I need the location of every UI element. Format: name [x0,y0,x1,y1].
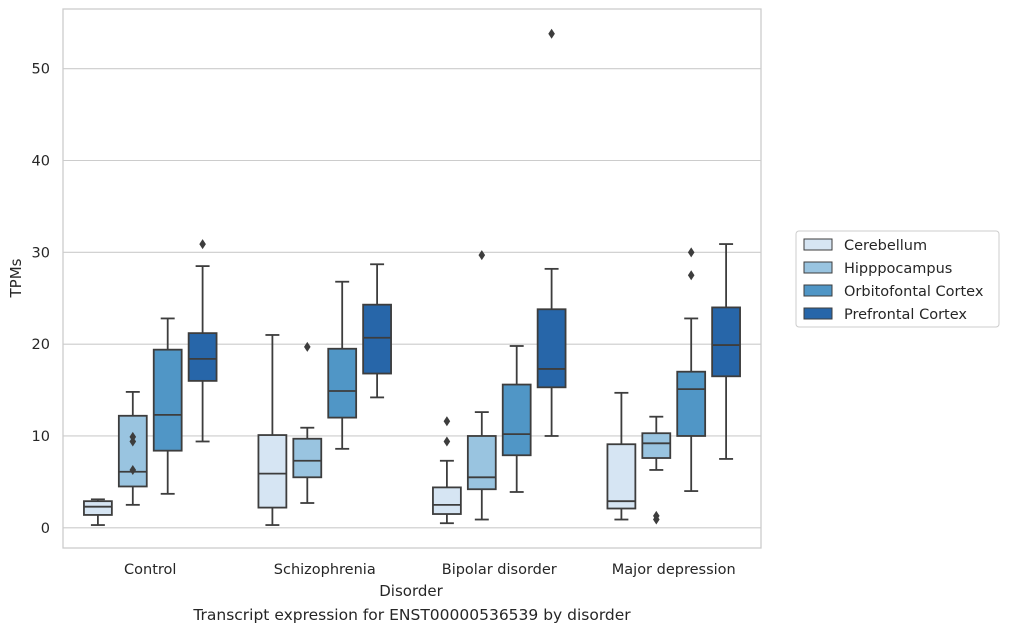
box-body [292,437,323,479]
box-series [83,28,741,526]
box-orbitofontal-cortex [327,280,358,450]
legend-swatch [803,261,833,274]
legend-swatch [803,284,833,297]
legend-swatch [803,307,833,320]
box-body [152,348,183,452]
outlier-point [478,250,486,261]
y-axis-label: TPMs [7,258,25,298]
legend-label: Orbitofontal Cortex [844,284,984,300]
x-axis-label: Disorder [379,582,443,600]
box-prefrontal-cortex [711,243,741,460]
box-body [432,486,462,515]
x-tick-label: Major depression [612,562,736,578]
box-body [362,303,392,375]
box-cerebellum [606,391,637,521]
box-hipppocampus [292,341,323,504]
outlier-point [199,239,206,250]
box-body [466,435,497,491]
y-tick-labels: 0 10 20 30 40 50 [32,62,50,537]
plot-frame [62,8,762,549]
y-tick-label: 0 [41,521,50,537]
box-orbitofontal-cortex [152,317,183,495]
x-tick-labels: Control Schizophrenia Bipolar disorder Majo… [124,562,736,578]
box-body [327,347,358,419]
x-tick-label: Control [124,562,176,578]
x-tick-label: Bipolar disorder [442,562,557,578]
box-body [83,500,113,516]
legend-label: Prefrontal Cortex [844,307,967,323]
box-body [676,370,707,437]
outlier-point [129,431,137,442]
outlier-point [443,436,451,447]
y-tick-label: 10 [32,429,50,445]
box-body [501,383,532,457]
legend-label: Hipppocampus [844,261,952,277]
box-prefrontal-cortex [187,239,218,443]
y-tick-label: 50 [32,62,50,78]
x-tick-label: Schizophrenia [274,562,376,578]
box-orbitofontal-cortex [676,247,707,492]
outlier-point [304,341,311,352]
legend-label: Cerebellum [844,238,927,254]
box-orbitofontal-cortex [501,345,532,493]
y-tick-label: 40 [32,154,50,170]
outlier-point [548,28,555,39]
box-body [117,414,148,488]
box-cerebellum [432,416,462,525]
box-body [641,432,672,459]
legend-box [795,230,1000,328]
box-body [711,306,741,378]
y-tick-label: 30 [32,245,50,261]
legend-swatch [803,238,833,251]
box-body [187,332,218,382]
box-hipppocampus [466,250,497,521]
outlier-point [653,510,660,521]
box-hipppocampus [641,415,672,525]
legend: Cerebellum Hipppocampus Orbitofontal Corte… [795,230,1000,328]
outlier-point [443,416,451,427]
box-cerebellum [257,334,288,526]
box-body [536,308,567,389]
box-prefrontal-cortex [362,263,392,399]
box-body [606,443,637,510]
outlier-point [687,247,695,258]
outlier-point [687,270,695,281]
box-hipppocampus [117,391,148,506]
figure-caption: Transcript expression for ENST0000053653… [193,606,631,624]
outlier-point [129,464,137,475]
box-body [257,434,288,509]
box-prefrontal-cortex [536,28,567,437]
box-cerebellum [83,498,113,526]
y-tick-label: 20 [32,337,50,353]
